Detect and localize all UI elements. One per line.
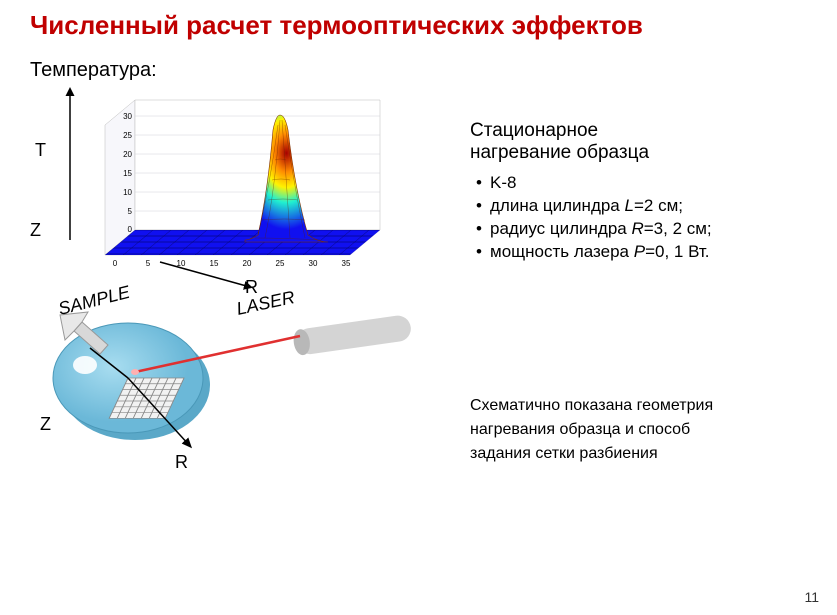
bullet-list: K-8 длина цилиндра L=2 см; радиус цилинд… <box>470 172 807 264</box>
svg-text:15: 15 <box>123 169 132 178</box>
left-column: T Z 0 5 10 15 <box>30 90 450 480</box>
plot3d: T Z 0510 15 <box>90 90 450 270</box>
schematic-svg: SAMPLE LASER Z R <box>30 280 460 480</box>
svg-text:30: 30 <box>123 112 132 121</box>
laser-label: LASER <box>235 287 297 319</box>
svg-text:25: 25 <box>123 131 132 140</box>
schematic: SAMPLE LASER Z R <box>30 280 430 480</box>
t-axis-label: T <box>35 140 46 161</box>
right-column: Стационарное нагревание образца K-8 длин… <box>470 90 807 480</box>
page-number: 11 <box>804 589 819 605</box>
bullet-item: радиус цилиндра R=3, 2 см; <box>476 218 807 241</box>
laser-body <box>292 314 412 356</box>
bullet-item: K-8 <box>476 172 807 195</box>
caption: Схематично показана геометрия нагревания… <box>470 394 807 466</box>
subtitle: Температура: <box>30 59 807 82</box>
bullet-item: мощность лазера P=0, 1 Вт. <box>476 241 807 264</box>
r-label-schematic: R <box>175 452 188 472</box>
section-head: Стационарное нагревание образца <box>470 120 807 164</box>
svg-text:5: 5 <box>128 207 133 216</box>
svg-text:0: 0 <box>128 225 133 234</box>
svg-text:30: 30 <box>309 259 318 268</box>
z-label-schematic: Z <box>40 414 51 434</box>
z-axis-label-plot: Z <box>30 220 41 241</box>
svg-text:0: 0 <box>113 259 118 268</box>
svg-text:10: 10 <box>123 188 132 197</box>
svg-text:25: 25 <box>276 259 285 268</box>
t-axis-arrow <box>50 80 90 250</box>
surface-plot-svg: 0510 15202530 0510 152025 3035 <box>90 90 410 270</box>
sample-label: SAMPLE <box>56 282 133 319</box>
slide-title: Численный расчет термооптических эффекто… <box>30 10 807 41</box>
svg-text:35: 35 <box>342 259 351 268</box>
svg-text:20: 20 <box>123 150 132 159</box>
bullet-item: длина цилиндра L=2 см; <box>476 195 807 218</box>
